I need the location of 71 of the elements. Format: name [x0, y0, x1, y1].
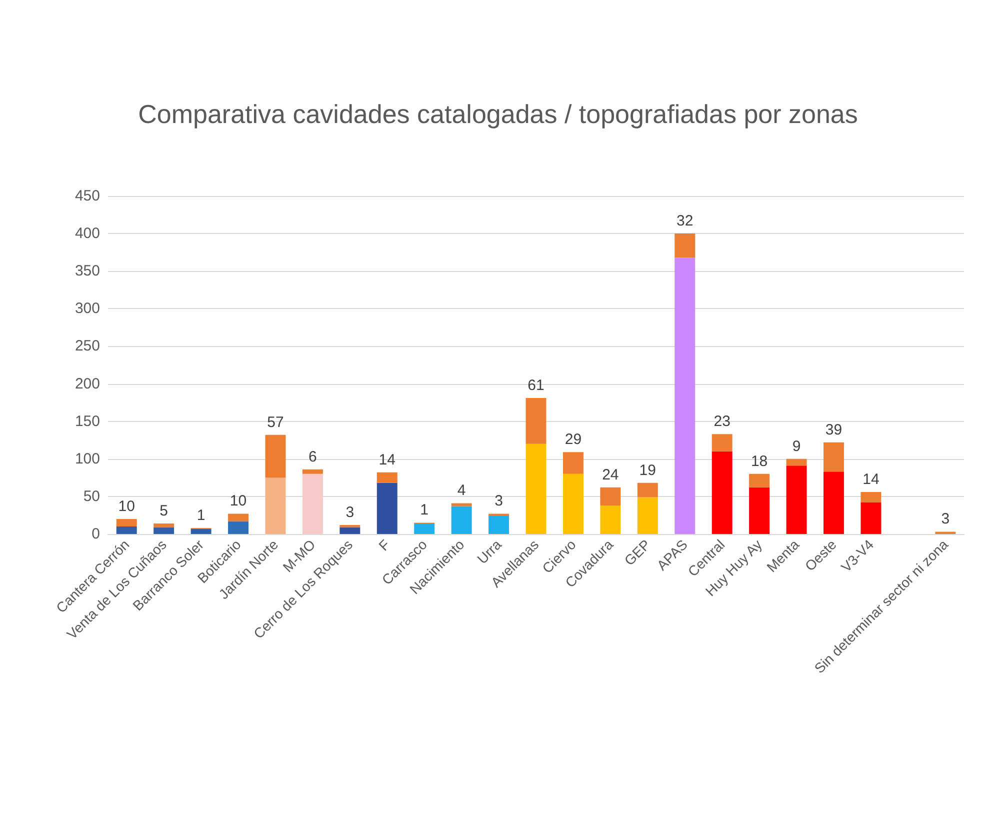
bar — [376, 482, 398, 534]
data-label: 24 — [602, 466, 619, 484]
bar — [154, 527, 174, 534]
bar — [749, 487, 770, 534]
bar — [228, 514, 248, 522]
bar — [786, 466, 807, 534]
data-label: 9 — [792, 438, 801, 455]
bar — [451, 503, 472, 506]
bar — [749, 474, 770, 488]
bar — [562, 452, 584, 474]
data-label: 6 — [308, 448, 317, 466]
y-tick-label: 450 — [74, 188, 100, 204]
data-label: 32 — [676, 212, 694, 230]
data-label: 14 — [862, 470, 880, 488]
bar — [116, 518, 137, 526]
bar — [116, 526, 137, 534]
data-label: 14 — [378, 451, 396, 468]
y-tick-label: 0 — [92, 526, 100, 542]
data-label: 4 — [457, 482, 466, 500]
bar — [265, 478, 286, 534]
y-tick-label: 100 — [74, 450, 100, 468]
bar — [712, 451, 732, 534]
bar — [712, 434, 732, 452]
bar — [824, 442, 844, 472]
data-label: 3 — [346, 504, 354, 521]
bar — [674, 234, 696, 258]
data-label: 3 — [494, 492, 503, 510]
bar — [600, 505, 621, 534]
data-label: 57 — [267, 414, 284, 431]
data-label: 29 — [564, 431, 582, 448]
bar — [860, 492, 882, 502]
bar — [265, 434, 286, 478]
bar — [526, 398, 546, 444]
bar — [637, 482, 658, 498]
y-tick-label: 400 — [74, 225, 100, 242]
bar — [302, 469, 323, 474]
data-label: 10 — [118, 498, 135, 515]
data-label: 39 — [825, 421, 842, 438]
data-label: 23 — [714, 413, 730, 430]
chart-title: Comparativa cavidades catalogadas / topografiadas por zonas — [138, 99, 858, 129]
y-tick-label: 300 — [74, 300, 100, 318]
bar — [228, 521, 248, 534]
bar — [414, 523, 435, 534]
data-label: 1 — [196, 506, 206, 524]
bar — [786, 458, 807, 466]
y-tick-label: 50 — [83, 488, 100, 505]
bar — [637, 497, 658, 534]
bar — [376, 472, 398, 483]
bar — [562, 474, 584, 534]
data-label: 5 — [160, 502, 168, 520]
y-tick-label: 200 — [74, 375, 100, 392]
bar — [340, 527, 360, 534]
bar — [190, 528, 212, 534]
data-label: 10 — [230, 492, 247, 510]
y-tick-label: 150 — [74, 412, 100, 430]
bar — [451, 506, 472, 534]
bar — [526, 444, 546, 534]
data-label: 61 — [528, 377, 544, 394]
bar — [860, 502, 882, 534]
bar — [824, 472, 844, 534]
data-label: 3 — [941, 510, 950, 528]
bar — [600, 487, 621, 506]
y-tick-label: 250 — [74, 338, 100, 355]
bar — [302, 474, 323, 534]
y-tick-label: 350 — [74, 262, 100, 280]
data-label: 1 — [420, 502, 429, 519]
data-label: 19 — [639, 462, 656, 479]
data-label: 18 — [750, 452, 768, 470]
bar — [674, 258, 696, 534]
bar — [488, 516, 510, 534]
bar — [154, 523, 174, 528]
